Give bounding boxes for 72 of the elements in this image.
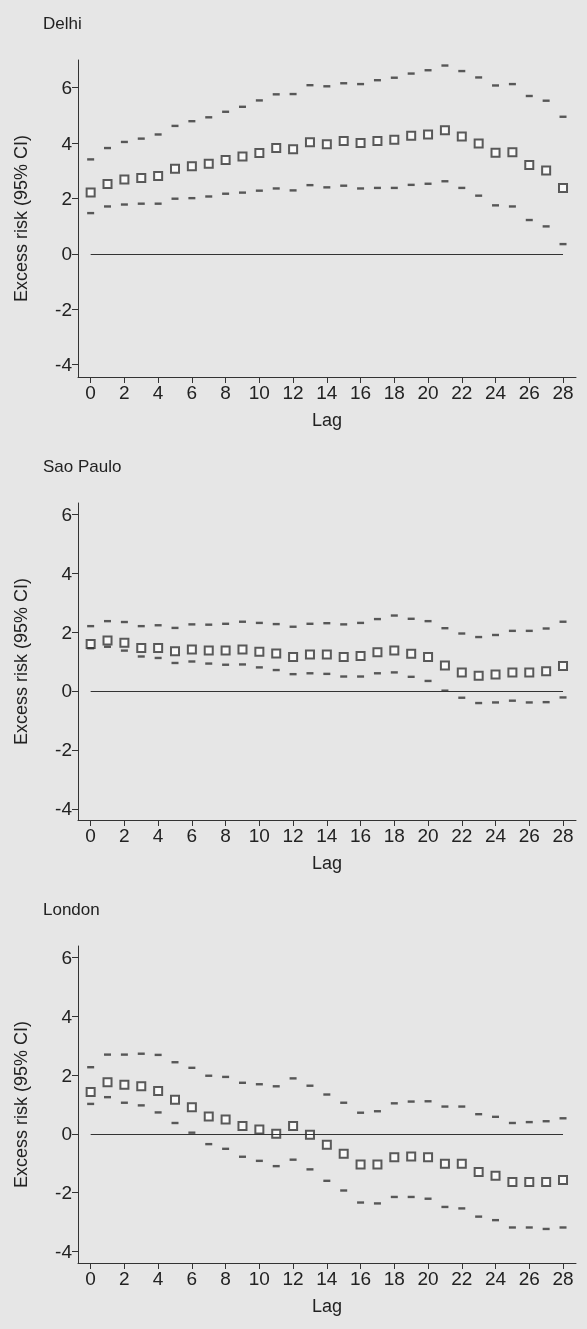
y-tick-label: 0 xyxy=(61,243,72,265)
x-tick-label: 0 xyxy=(85,382,96,403)
x-tick-label: 8 xyxy=(220,825,231,846)
x-tick-label: 0 xyxy=(85,825,96,846)
chart-title: Delhi xyxy=(43,14,82,33)
x-tick-label: 8 xyxy=(220,382,231,403)
x-axis-title: Lag xyxy=(311,1296,343,1316)
y-tick-label: 0 xyxy=(61,680,72,702)
x-tick-label: 22 xyxy=(451,825,473,846)
y-tick-label: 6 xyxy=(61,77,72,99)
x-tick-label: 4 xyxy=(152,1268,164,1289)
x-tick-label: 2 xyxy=(119,382,130,403)
x-tick-label: 12 xyxy=(282,1268,304,1289)
x-tick-label: 20 xyxy=(417,1268,439,1289)
x-tick-label: 0 xyxy=(85,1268,96,1289)
y-axis-title: Excess risk (95% CI) xyxy=(11,134,31,303)
x-tick-label: 18 xyxy=(383,382,405,403)
x-tick-label: 14 xyxy=(316,382,338,403)
y-tick-label: -4 xyxy=(55,1240,73,1262)
x-tick-label: 2 xyxy=(119,1268,130,1289)
x-tick-label: 16 xyxy=(350,1268,372,1289)
y-tick-label: -2 xyxy=(55,298,72,320)
y-tick-label: 2 xyxy=(61,621,72,643)
x-tick-label: 10 xyxy=(248,1268,270,1289)
y-tick-label: -4 xyxy=(55,354,73,376)
x-tick-label: 26 xyxy=(518,1268,540,1289)
chart-title: London xyxy=(43,900,100,919)
x-tick-label: 6 xyxy=(186,825,198,846)
y-tick-label: 2 xyxy=(61,187,72,209)
x-tick-label: 2 xyxy=(119,825,130,846)
x-tick-label: 14 xyxy=(316,1268,338,1289)
x-tick-label: 26 xyxy=(518,825,540,846)
x-tick-label: 24 xyxy=(484,1268,507,1289)
x-tick-label: 14 xyxy=(316,825,338,846)
y-axis-title: Excess risk (95% CI) xyxy=(11,1020,31,1189)
y-tick-label: 0 xyxy=(61,1123,72,1145)
y-axis-title: Excess risk (95% CI) xyxy=(11,577,31,746)
x-tick-label: 10 xyxy=(248,382,270,403)
y-tick-label: 2 xyxy=(61,1064,72,1086)
x-tick-label: 12 xyxy=(282,825,304,846)
y-tick-label: 6 xyxy=(61,503,72,525)
x-tick-label: 20 xyxy=(417,825,439,846)
y-tick-label: -2 xyxy=(55,1182,72,1204)
x-tick-label: 4 xyxy=(152,382,164,403)
x-tick-label: 28 xyxy=(552,825,574,846)
chart-title: Sao Paulo xyxy=(43,457,122,476)
y-tick-label: 4 xyxy=(61,1005,73,1027)
x-tick-label: 24 xyxy=(484,825,507,846)
x-tick-label: 16 xyxy=(350,382,372,403)
x-tick-label: 18 xyxy=(383,1268,405,1289)
y-tick-label: 4 xyxy=(61,132,73,154)
x-tick-label: 6 xyxy=(186,1268,198,1289)
x-tick-label: 22 xyxy=(451,382,473,403)
x-tick-label: 12 xyxy=(282,382,304,403)
x-axis-title: Lag xyxy=(311,853,343,873)
y-tick-label: -2 xyxy=(55,739,72,761)
x-tick-label: 20 xyxy=(417,382,439,403)
x-tick-label: 8 xyxy=(220,1268,231,1289)
y-tick-label: 4 xyxy=(61,562,73,584)
x-tick-label: 22 xyxy=(451,1268,473,1289)
x-tick-label: 4 xyxy=(152,825,164,846)
x-tick-label: 10 xyxy=(248,825,270,846)
x-tick-label: 16 xyxy=(350,825,372,846)
x-tick-label: 26 xyxy=(518,382,540,403)
x-tick-label: 6 xyxy=(186,382,198,403)
y-tick-label: -4 xyxy=(55,798,73,820)
x-tick-label: 24 xyxy=(484,382,507,403)
x-tick-label: 18 xyxy=(383,825,405,846)
x-axis-title: Lag xyxy=(311,410,343,430)
x-tick-label: 28 xyxy=(552,382,574,403)
y-tick-label: 6 xyxy=(61,947,72,969)
x-tick-label: 28 xyxy=(552,1268,574,1289)
